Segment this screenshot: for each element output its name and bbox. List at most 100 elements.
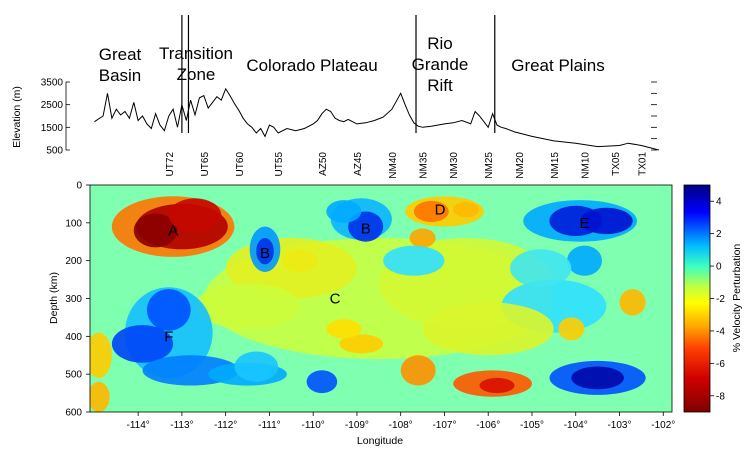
station-label: NM30 [449,152,460,179]
depth-tick-label: 600 [65,408,82,419]
depth-tick-label: 100 [65,218,82,229]
colorbar-tick-label: 2 [716,229,722,240]
region-label-rio-grande-rift: Rio Grande Rift [412,34,469,95]
colorbar: 4 2 0 -2 -4 -6 -8 % Velocity Perturbation [683,184,743,413]
station-label: TX01 [637,152,648,176]
station-label: UT65 [200,152,211,177]
velocity-anomaly-patch [571,366,624,390]
elevation-y-axis: 3500 2500 1500 500 [41,78,70,157]
velocity-anomaly-patch [400,355,436,386]
velocity-anomaly-patch [133,213,178,248]
longitude-tick-label: -103° [607,420,631,431]
elevation-axis-label: Elevation (m) [11,86,23,148]
anomaly-label: A [168,222,178,239]
velocity-anomaly-patch [195,283,300,329]
elevation-tick-label: 2500 [41,100,64,111]
velocity-anomaly-patch [348,211,384,242]
depth-tick-label: 500 [65,370,82,381]
elevation-tick-label: 3500 [41,78,64,89]
depth-tick-label: 300 [65,294,82,305]
longitude-tick-label: -114° [126,420,149,431]
longitude-tick-label: -105° [520,420,544,431]
velocity-anomaly-patch [90,332,112,378]
colorbar-ticks: 4 2 0 -2 -4 -6 -8 [710,197,725,402]
longitude-tick-label: -106° [476,420,500,431]
station-label: NM25 [484,152,495,179]
depth-axis: 0 100 200 300 400 500 600 [65,181,90,419]
anomaly-label: F [164,328,173,345]
region-labels: Great Basin Transition Zone Colorado Plate… [99,34,605,95]
colorbar-tick-label: 4 [716,197,722,208]
colorbar-tick-label: -4 [716,326,725,337]
anomaly-label: D [435,202,446,219]
longitude-tick-label: -112° [214,420,237,431]
velocity-anomaly-patch [422,302,554,356]
depth-tick-label: 400 [65,332,82,343]
colorbar-tick-label: -2 [716,294,725,305]
velocity-anomaly-field [90,196,646,412]
velocity-anomaly-patch [306,370,338,394]
colorbar-label: % Velocity Perturbation [731,244,743,353]
longitude-axis: -114° -113° -112° -111° -110° -109° -108° -107°… [126,412,675,431]
velocity-anomaly-patch [409,228,436,248]
anomaly-label: C [330,291,341,308]
velocity-anomaly-patch [326,319,362,339]
region-label-great-basin: Great Basin [99,45,142,85]
velocity-anomaly-patch [567,245,602,276]
elevation-panel: Great Basin Transition Zone Colorado Plate… [11,15,660,157]
depth-axis-label: Depth (km) [48,272,60,324]
region-label-colorado-plateau: Colorado Plateau [246,56,377,75]
anomaly-label: B [361,221,371,238]
velocity-anomaly-patch [282,249,318,273]
elevation-right-ticks [651,81,657,151]
depth-tick-label: 0 [76,181,82,192]
station-label: UT72 [165,152,176,177]
station-label: AZ45 [353,152,364,176]
region-label-great-plains: Great Plains [511,56,605,75]
velocity-anomaly-patch [558,317,585,341]
longitude-tick-label: -104° [564,420,588,431]
station-label: NM35 [419,152,430,179]
colorbar-tick-label: -8 [716,391,725,402]
station-label: UT60 [235,152,246,177]
velocity-anomaly-patch [234,351,279,382]
longitude-tick-label: -113° [170,420,193,431]
tomography-heatmap: -114° -113° -112° -111° -110° -109° -108° -107°… [48,181,675,448]
colorbar-gradient [683,184,711,413]
colorbar-tick-label: 0 [716,262,722,273]
longitude-tick-label: -109° [345,420,369,431]
velocity-anomaly-patch [383,245,445,276]
colorbar-tick-label: -6 [716,359,725,370]
station-label: NM20 [515,152,526,179]
region-boundaries [181,15,496,133]
depth-tick-label: 200 [65,256,82,267]
anomaly-label: E [579,215,589,232]
station-label: AZ50 [318,152,329,176]
station-label: TX05 [611,152,622,176]
anomaly-labels: A B B C D E F [164,202,589,346]
velocity-anomaly-patch [339,334,384,354]
velocity-anomaly-patch [619,289,646,316]
longitude-tick-label: -107° [432,420,456,431]
longitude-tick-label: -108° [389,420,413,431]
elevation-tick-label: 500 [46,146,63,157]
station-label: NM40 [388,152,399,179]
velocity-anomaly-patch [479,377,515,394]
station-labels: UT72 UT65 UT60 UT55 AZ50 AZ45 NM40 NM35 NM30 NM25… [165,152,649,179]
velocity-anomaly-patch [146,289,191,331]
longitude-tick-label: -111° [258,420,281,431]
velocity-anomaly-patch [168,198,222,233]
elevation-tick-label: 1500 [41,123,64,134]
station-label: UT55 [274,152,285,177]
anomaly-label: B [260,245,270,262]
velocity-anomaly-patch [256,238,274,265]
region-label-transition-zone: Transition Zone [159,44,233,84]
station-label: NM15 [550,152,561,179]
longitude-axis-label: Longitude [357,435,403,447]
longitude-tick-label: -110° [302,420,325,431]
velocity-anomaly-patch [90,381,110,412]
longitude-tick-label: -102° [651,420,675,431]
velocity-anomaly-patch [510,249,572,288]
velocity-anomaly-patch [326,200,362,223]
